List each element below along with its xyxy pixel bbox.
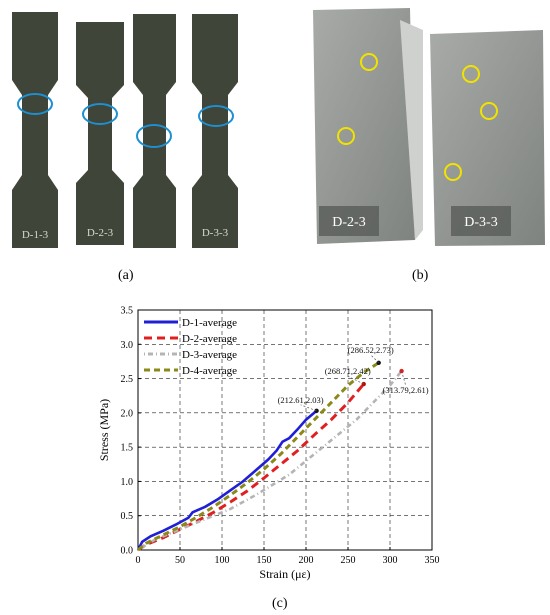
point-annotations: (212.61,2.03) (268.71,2.42) (286.52,2.73) (… <box>278 345 429 413</box>
stress-strain-chart: 0 50 100 150 200 250 300 350 0.0 0.5 1.0 1.5 2.0 2.5 3… <box>0 298 550 598</box>
y-tick-label: 0.0 <box>121 546 134 557</box>
marker-circle <box>82 103 118 125</box>
block-d-2-3: D-2-3 <box>313 8 423 244</box>
annotation-label: (268.71,2.42) <box>325 366 371 376</box>
plot-frame <box>137 309 433 551</box>
x-tick-label: 350 <box>425 555 440 566</box>
annotation-label: (286.52,2.73) <box>348 345 394 355</box>
legend-label: D-3-average <box>182 349 237 361</box>
caption-b: (b) <box>412 268 429 283</box>
x-tick-label: 0 <box>136 555 141 566</box>
legend: D-1-average D-2-average D-3-average D-4-ave… <box>144 317 237 377</box>
chart-svg: 0 50 100 150 200 250 300 350 0.0 0.5 1.0 1.5 2.0 2.5 3… <box>97 306 440 582</box>
specimen-photo-b: D-2-3 D-3-3 <box>305 0 550 248</box>
block-label: D-3-3 <box>464 215 497 230</box>
void-marker <box>480 102 498 120</box>
y-tick-label: 0.5 <box>121 511 134 522</box>
x-tick-label: 200 <box>299 555 314 566</box>
x-tick-label: 300 <box>383 555 398 566</box>
void-marker <box>462 65 480 83</box>
legend-label: D-1-average <box>182 317 237 329</box>
marker-circle <box>17 93 53 115</box>
y-tick-label: 1.0 <box>121 477 134 488</box>
annotation-leader <box>401 370 406 386</box>
specimen-3 <box>133 14 176 248</box>
chart-grid <box>138 310 432 550</box>
void-marker <box>444 163 462 181</box>
x-tick-label: 50 <box>175 555 185 566</box>
annotation-label: (212.61,2.03) <box>278 395 324 405</box>
specimen-label: D-2-3 <box>87 227 114 239</box>
legend-label: D-2-average <box>182 333 237 345</box>
series-lines <box>136 361 403 552</box>
annotation-leader <box>300 404 317 412</box>
y-tick-label: 3.0 <box>121 340 134 351</box>
x-tick-label: 250 <box>341 555 356 566</box>
legend-label: D-4-average <box>182 365 237 377</box>
annotation-point <box>399 368 404 374</box>
y-tick-label: 1.5 <box>121 443 134 454</box>
x-axis-label: Strain (με) <box>259 567 310 581</box>
annotation-leader <box>370 354 379 364</box>
specimen-label: D-3-3 <box>202 227 229 239</box>
series-line-D-4-average <box>137 361 380 552</box>
marker-circle <box>198 105 234 127</box>
specimen-photo-a: D-1-3 D-2-3 D-3-3 <box>0 0 270 255</box>
axis-ticks: 0 50 100 150 200 250 300 350 0.0 0.5 1.0 1.5 2.0 2.5 3… <box>121 306 440 567</box>
block-label: D-2-3 <box>332 215 365 230</box>
annotation-label: (313.79,2.61) <box>383 385 429 395</box>
annotation-leader <box>347 375 364 385</box>
y-axis-label: Stress (MPa) <box>97 399 111 461</box>
x-tick-label: 100 <box>215 555 230 566</box>
void-marker <box>360 53 378 71</box>
specimen-1: D-1-3 <box>12 12 58 248</box>
y-tick-label: 3.5 <box>121 306 134 317</box>
void-marker <box>337 127 355 145</box>
y-tick-label: 2.5 <box>121 374 134 385</box>
y-tick-label: 2.0 <box>121 408 134 419</box>
series-line-D-2-average <box>137 383 365 552</box>
series-line-D-3-average <box>137 370 403 552</box>
series-line-D-1-average <box>136 409 318 551</box>
caption-c: (c) <box>272 596 288 611</box>
specimen-4: D-3-3 <box>192 14 238 248</box>
specimen-2: D-2-3 <box>76 22 124 245</box>
marker-circle <box>136 124 172 148</box>
caption-a: (a) <box>118 268 134 283</box>
block-d-3-3: D-3-3 <box>430 30 545 246</box>
x-tick-label: 150 <box>257 555 272 566</box>
specimen-label: D-1-3 <box>22 229 49 241</box>
